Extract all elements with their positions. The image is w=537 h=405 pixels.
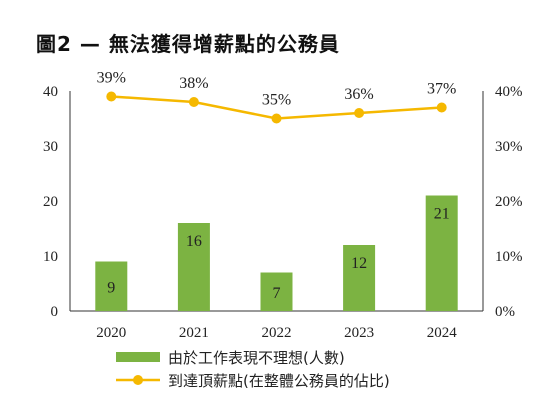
- line-point: [106, 91, 117, 102]
- bar: [95, 261, 128, 311]
- bar: [425, 195, 458, 311]
- line-point: [436, 102, 447, 113]
- x-tick-label: 2021: [179, 325, 209, 341]
- bar-data-labels: 9 16 7 12 21: [107, 206, 449, 302]
- x-tick-label: 2024: [427, 325, 458, 341]
- chart-title: 圖2 — 無法獲得增薪點的公務員: [36, 32, 340, 56]
- left-tick-label: 20: [43, 194, 58, 210]
- x-tick-label: 2020: [96, 325, 126, 341]
- line-label: 35%: [262, 92, 291, 109]
- legend-bar-label: 由於工作表現不理想(人數): [168, 349, 345, 367]
- bar-label: 7: [273, 285, 281, 302]
- line-point: [354, 108, 365, 118]
- line-label: 37%: [427, 81, 456, 98]
- bar: [177, 223, 210, 311]
- line-series: [106, 91, 447, 124]
- right-tick-label: 30%: [495, 139, 523, 155]
- right-tick-label: 10%: [495, 249, 523, 265]
- legend-line-label: 到達頂薪點(在整體公務員的佔比): [168, 372, 390, 390]
- x-tick-label: 2022: [262, 325, 292, 341]
- line-point: [271, 113, 282, 124]
- bar-label: 16: [186, 233, 202, 250]
- bar-label: 21: [434, 206, 450, 223]
- bar: [260, 272, 293, 311]
- bar-series: [95, 195, 458, 311]
- line-label: 38%: [179, 75, 208, 92]
- right-axis-ticks: 0% 10% 20% 30% 40%: [495, 84, 523, 320]
- right-tick-label: 20%: [495, 194, 523, 210]
- legend-line-marker: [133, 375, 143, 385]
- bar-label: 12: [351, 255, 367, 272]
- line-label: 39%: [97, 70, 126, 87]
- bar-label: 9: [107, 279, 115, 296]
- right-tick-label: 40%: [495, 84, 523, 100]
- left-axis-ticks: 0 10 20 30 40: [43, 84, 58, 320]
- x-axis-ticks: 2020 2021 2022 2023 2024: [96, 325, 457, 341]
- left-tick-label: 0: [51, 304, 59, 320]
- left-tick-label: 10: [43, 249, 58, 265]
- line-data-labels: 39% 38% 35% 36% 37%: [97, 70, 457, 109]
- line-label: 36%: [344, 86, 373, 103]
- x-tick-label: 2023: [344, 325, 374, 341]
- left-tick-label: 40: [43, 84, 58, 100]
- right-tick-label: 0%: [495, 304, 515, 320]
- left-tick-label: 30: [43, 139, 58, 155]
- line-point: [188, 97, 199, 107]
- bar: [343, 245, 376, 311]
- legend: 由於工作表現不理想(人數) 到達頂薪點(在整體公務員的佔比): [116, 349, 390, 390]
- legend-bar-swatch: [116, 352, 160, 362]
